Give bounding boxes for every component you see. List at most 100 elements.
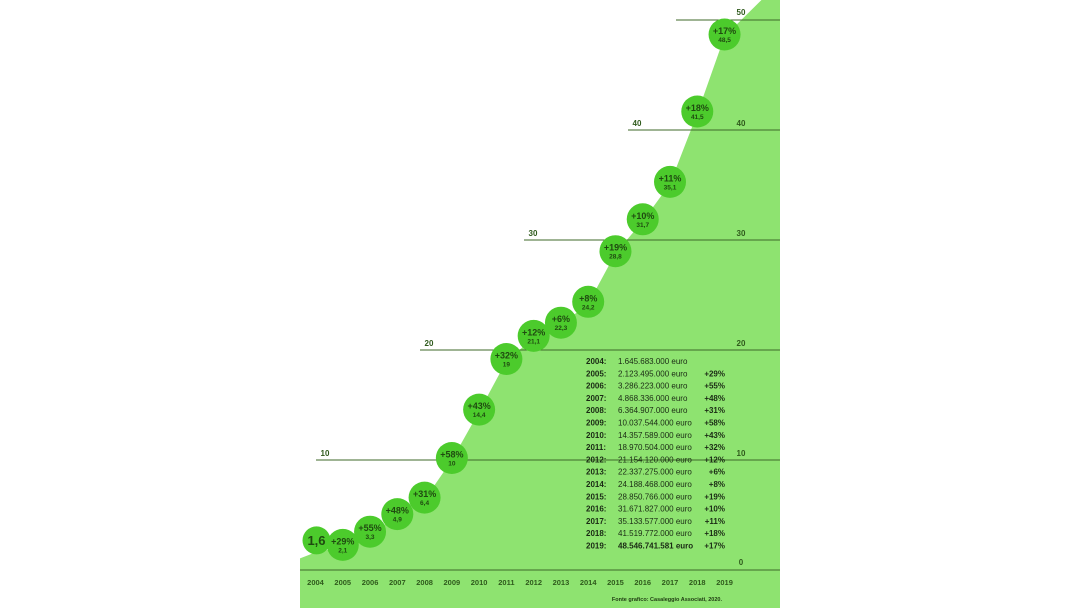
data-point-bubble	[408, 481, 441, 514]
growth-label: +29%	[331, 536, 354, 546]
left-tick-label: 20	[425, 339, 434, 348]
x-tick-label: 2004	[307, 578, 325, 587]
growth-label: +17%	[713, 26, 736, 36]
data-point-bubble	[490, 343, 523, 375]
y-tick-label: 10	[737, 449, 746, 458]
data-point-bubble	[463, 393, 496, 426]
growth-label: +55%	[358, 523, 381, 533]
x-tick-label: 2019	[716, 578, 733, 587]
table-growth: +17%	[704, 542, 725, 551]
data-label: 28,8	[609, 254, 622, 261]
growth-label: +58%	[440, 450, 463, 460]
growth-label: +11%	[659, 173, 682, 183]
table-year: 2008:	[586, 406, 606, 415]
x-tick-label: 2015	[607, 578, 624, 587]
data-label: 3,3	[366, 534, 375, 541]
data-label: 14,4	[473, 412, 486, 419]
table-amount: 21.154.120.000 euro	[618, 455, 692, 464]
growth-label: +8%	[579, 293, 597, 303]
data-label: 2,1	[338, 547, 347, 554]
data-label: 4,9	[393, 517, 402, 524]
table-year: 2018:	[586, 529, 606, 538]
x-tick-label: 2014	[580, 578, 598, 587]
data-label: 22,3	[555, 325, 568, 332]
table-year: 2012:	[586, 455, 606, 464]
table-amount: 28.850.766.000 euro	[618, 492, 692, 501]
data-point-bubble	[572, 285, 605, 318]
table-year: 2015:	[586, 492, 606, 501]
growth-label: +18%	[686, 103, 709, 113]
table-amount: 14.357.589.000 euro	[618, 431, 692, 440]
data-label: 1,6	[307, 533, 325, 548]
x-tick-label: 2018	[689, 578, 706, 587]
data-point-bubble	[681, 95, 714, 128]
x-tick-label: 2005	[334, 578, 351, 587]
data-point-bubble	[354, 515, 387, 548]
table-growth: +32%	[704, 443, 725, 452]
chart-area	[300, 0, 780, 608]
y-tick-label: 40	[737, 119, 746, 128]
table-growth: +10%	[704, 505, 725, 514]
data-label: 41,5	[691, 114, 704, 121]
growth-label: +32%	[495, 351, 518, 361]
table-amount: 1.645.683.000 euro	[618, 357, 688, 366]
y-tick-label: 0	[739, 558, 744, 567]
table-year: 2017:	[586, 517, 606, 526]
table-amount: 31.671.827.000 euro	[618, 505, 692, 514]
table-growth: +31%	[704, 406, 725, 415]
x-tick-label: 2016	[634, 578, 651, 587]
left-tick-label: 10	[321, 449, 330, 458]
table-amount: 2.123.495.000 euro	[618, 369, 688, 378]
table-amount: 4.868.336.000 euro	[618, 394, 688, 403]
table-growth: +11%	[705, 517, 725, 526]
table-year: 2016:	[586, 505, 606, 514]
growth-label: +31%	[413, 489, 436, 499]
data-point-bubble	[302, 526, 331, 555]
data-label: 10	[448, 461, 456, 468]
table-year: 2006:	[586, 382, 606, 391]
growth-label: +43%	[467, 401, 490, 411]
left-tick-label: 30	[529, 229, 538, 238]
x-tick-label: 2013	[553, 578, 570, 587]
table-amount: 18.970.504.000 euro	[618, 443, 692, 452]
x-tick-label: 2010	[471, 578, 488, 587]
x-tick-label: 2008	[416, 578, 433, 587]
x-tick-label: 2011	[498, 578, 514, 587]
table-growth: +43%	[704, 431, 725, 440]
table-year: 2010:	[586, 431, 606, 440]
growth-label: +6%	[552, 314, 570, 324]
y-tick-label: 20	[737, 339, 746, 348]
growth-label: +12%	[522, 327, 545, 337]
growth-label: +19%	[604, 243, 627, 253]
table-amount: 22.337.275.000 euro	[618, 468, 692, 477]
data-point-bubble	[517, 319, 550, 352]
table-growth: +48%	[704, 394, 725, 403]
table-growth: +12%	[704, 455, 725, 464]
table-growth: +58%	[704, 419, 725, 428]
table-year: 2007:	[586, 394, 606, 403]
table-growth: +18%	[704, 529, 725, 538]
growth-label: +10%	[631, 211, 654, 221]
table-year: 2011:	[586, 443, 606, 452]
data-point-bubble	[326, 528, 359, 561]
data-point-bubble	[626, 203, 659, 236]
table-year: 2005:	[586, 369, 606, 378]
table-year: 2013:	[586, 468, 606, 477]
table-amount: 24.188.468.000 euro	[618, 480, 692, 489]
data-point-bubble	[708, 18, 741, 51]
table-year: 2004:	[586, 357, 606, 366]
table-amount: 10.037.544.000 euro	[618, 419, 692, 428]
data-label: 48,5	[718, 37, 731, 44]
table-growth: +29%	[704, 369, 725, 378]
y-tick-label: 50	[737, 8, 746, 17]
data-label: 24,2	[582, 304, 595, 311]
data-point-bubble	[381, 498, 414, 531]
table-year: 2009:	[586, 419, 606, 428]
data-point-bubble	[654, 165, 687, 198]
data-label: 31,7	[636, 222, 649, 229]
table-growth: +8%	[709, 480, 725, 489]
data-point-bubble	[544, 306, 577, 339]
table-year: 2014:	[586, 480, 606, 489]
table-growth: +55%	[704, 382, 725, 391]
